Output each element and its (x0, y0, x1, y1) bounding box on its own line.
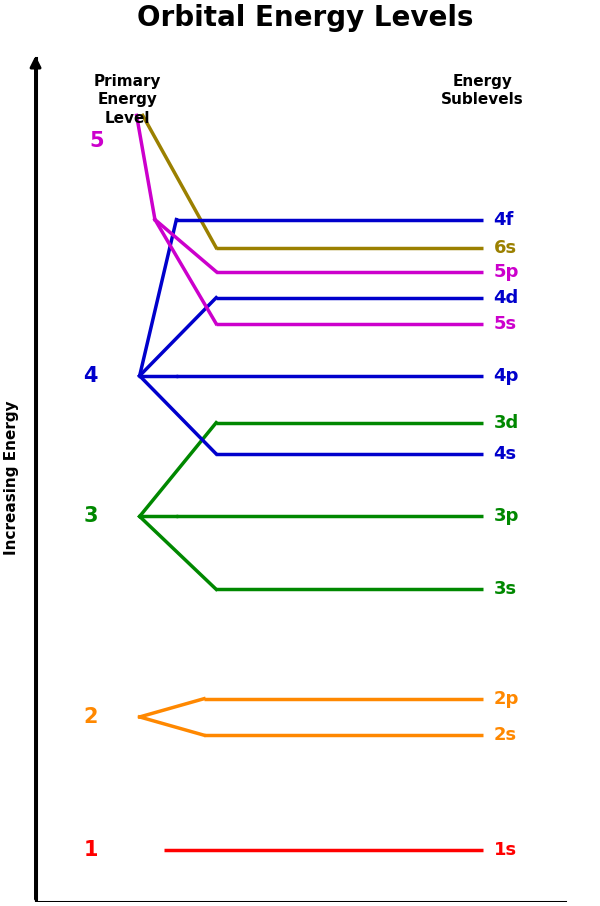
Text: 2p: 2p (494, 689, 519, 708)
Text: 4f: 4f (494, 210, 514, 228)
Text: 4s: 4s (494, 445, 517, 463)
Text: 6s: 6s (494, 238, 517, 256)
Text: 4p: 4p (494, 367, 519, 385)
Text: Increasing Energy: Increasing Energy (4, 400, 19, 554)
Text: 3s: 3s (494, 581, 517, 598)
Text: 1s: 1s (494, 841, 517, 859)
Title: Orbital Energy Levels: Orbital Energy Levels (137, 5, 473, 33)
Text: 4d: 4d (494, 289, 519, 307)
Text: 3: 3 (83, 506, 98, 526)
Text: 2s: 2s (494, 727, 517, 744)
Text: 1: 1 (83, 840, 98, 860)
Text: 5p: 5p (494, 263, 519, 281)
Text: 2: 2 (83, 707, 98, 727)
Text: Primary
Energy
Level: Primary Energy Level (94, 73, 161, 126)
Text: 3p: 3p (494, 507, 519, 525)
Text: 5: 5 (89, 131, 104, 151)
Text: 3d: 3d (494, 414, 519, 431)
Text: 4: 4 (83, 366, 98, 386)
Text: Energy
Sublevels: Energy Sublevels (441, 73, 524, 107)
Text: 5s: 5s (494, 314, 517, 333)
